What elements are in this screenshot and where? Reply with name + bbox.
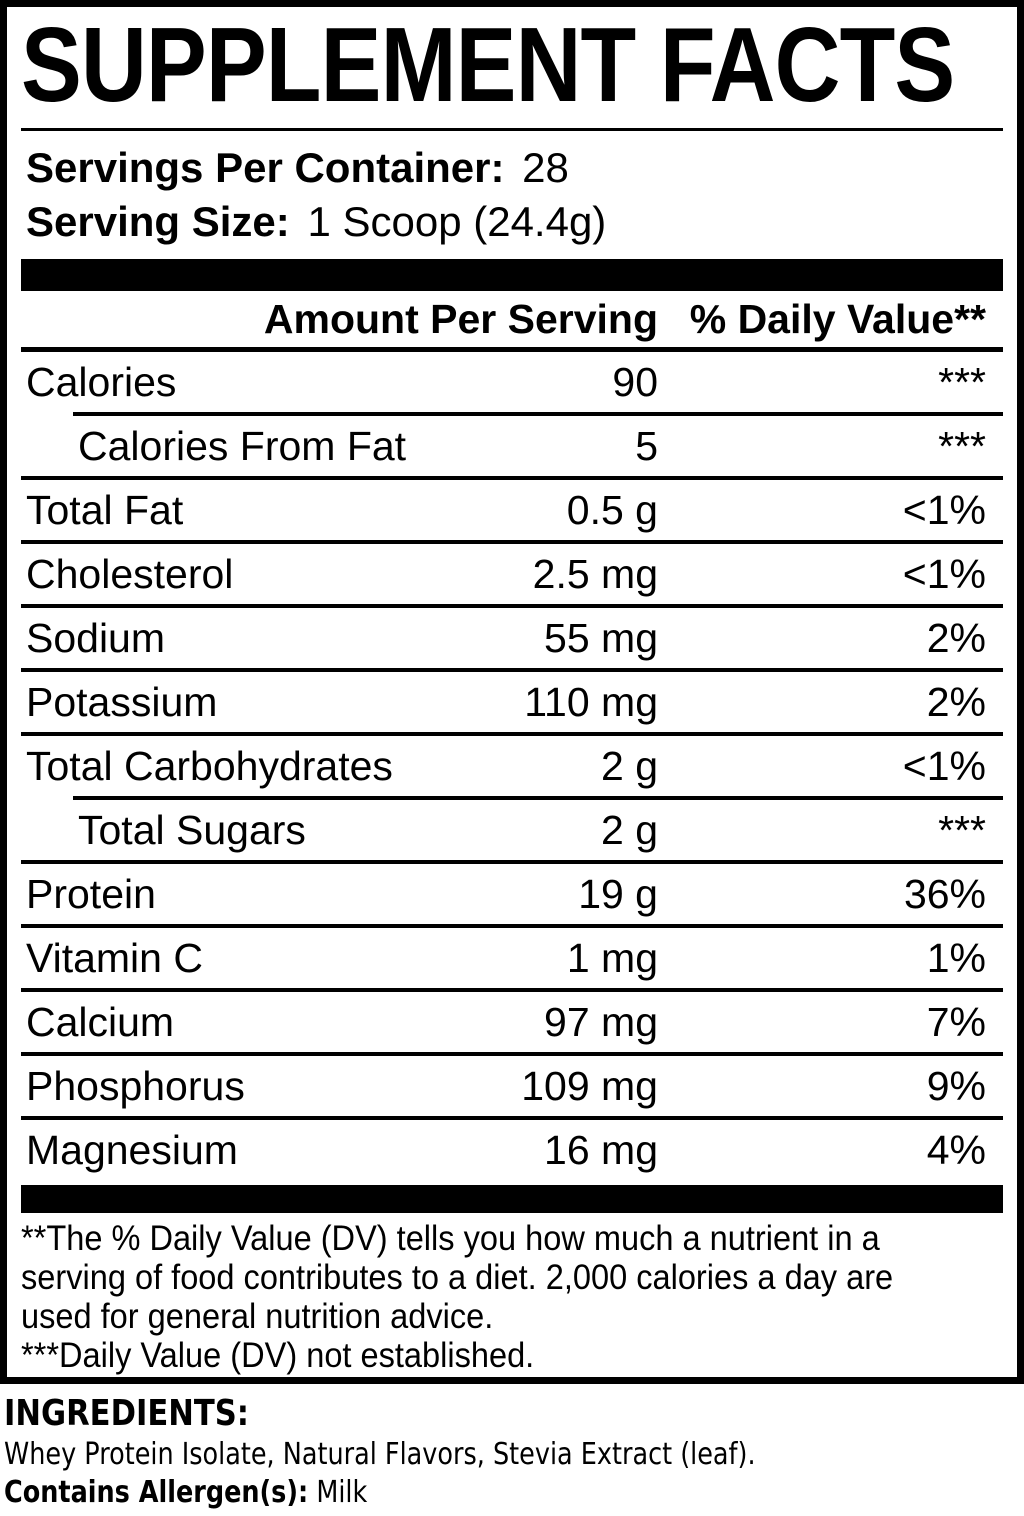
divider — [21, 732, 1003, 736]
divider — [21, 860, 1003, 864]
row-daily-value: *** — [938, 806, 986, 853]
row-label: Cholesterol — [26, 550, 234, 597]
row-label: Vitamin C — [26, 934, 203, 981]
table-row: Calcium 97 mg 7% — [21, 992, 1003, 1052]
divider — [73, 796, 1003, 800]
servings-per-container-line: Servings Per Container: 28 — [21, 143, 1003, 193]
divider — [21, 668, 1003, 672]
table-row: Cholesterol 2.5 mg <1% — [21, 544, 1003, 604]
allergen-line: Contains Allergen(s): Milk — [4, 1476, 1024, 1510]
row-amount: 5 — [635, 422, 658, 469]
page-title-text: SUPPLEMENT FACTS — [21, 6, 955, 124]
row-daily-value: <1% — [902, 742, 986, 789]
daily-value-footnote-line: **The % Daily Value (DV) tells you how m… — [21, 1219, 880, 1258]
divider — [21, 924, 1003, 928]
serving-size-label: Serving Size: — [26, 198, 290, 245]
ingredients-heading-text: INGREDIENTS: — [4, 1393, 250, 1434]
row-daily-value: 9% — [926, 1062, 986, 1109]
divider — [21, 476, 1003, 480]
row-label: Total Sugars — [78, 806, 306, 853]
separator-bar-top — [21, 259, 1003, 291]
row-label: Total Carbohydrates — [26, 742, 393, 789]
row-label: Potassium — [26, 678, 218, 725]
row-label: Magnesium — [26, 1126, 238, 1173]
row-amount: 109 mg — [521, 1062, 658, 1109]
row-label: Calories — [26, 358, 177, 405]
ingredients-heading: INGREDIENTS: — [4, 1396, 1024, 1432]
row-label: Calcium — [26, 998, 175, 1045]
separator-bar-bottom — [21, 1185, 1003, 1213]
row-daily-value: 2% — [926, 678, 986, 725]
table-header-row: Amount Per Serving % Daily Value** — [21, 291, 1003, 347]
row-amount: 110 mg — [524, 678, 658, 725]
divider — [21, 540, 1003, 544]
amount-per-serving-header: Amount Per Serving — [263, 295, 658, 342]
footnotes: **The % Daily Value (DV) tells you how m… — [21, 1219, 934, 1375]
row-amount: 2.5 mg — [532, 550, 658, 597]
divider — [21, 988, 1003, 992]
row-amount: 97 mg — [544, 998, 658, 1045]
row-daily-value: 1% — [926, 934, 986, 981]
facts-panel: SUPPLEMENT FACTS Servings Per Container:… — [0, 0, 1024, 1384]
daily-value-footnote-line: used for general nutrition advice. — [21, 1297, 494, 1336]
row-daily-value: 2% — [926, 614, 986, 661]
servings-per-container-value: 28 — [522, 144, 569, 191]
divider — [21, 604, 1003, 608]
table-row: Calories 90 *** — [21, 352, 1003, 412]
row-amount: 1 mg — [566, 934, 658, 981]
row-daily-value: *** — [938, 422, 986, 469]
table-row: Phosphorus 109 mg 9% — [21, 1056, 1003, 1116]
divider — [73, 412, 1003, 416]
row-daily-value: 36% — [903, 870, 986, 917]
page-title: SUPPLEMENT FACTS — [21, 6, 1003, 124]
not-established-footnote: ***Daily Value (DV) not established. — [21, 1336, 535, 1375]
serving-size-value: 1 Scoop (24.4g) — [307, 198, 607, 245]
row-label: Sodium — [26, 614, 166, 661]
row-amount: 90 — [612, 358, 658, 405]
servings-per-container-label: Servings Per Container: — [26, 144, 505, 191]
row-label: Calories From Fat — [78, 422, 407, 469]
row-amount: 2 g — [601, 742, 658, 789]
row-daily-value: 4% — [926, 1126, 986, 1173]
ingredients-section: INGREDIENTS: Whey Protein Isolate, Natur… — [4, 1396, 1024, 1510]
serving-size-line: Serving Size: 1 Scoop (24.4g) — [21, 197, 1003, 247]
row-daily-value: *** — [938, 358, 986, 405]
allergen-value: Milk — [316, 1475, 368, 1510]
table-row: Vitamin C 1 mg 1% — [21, 928, 1003, 988]
row-amount: 2 g — [601, 806, 658, 853]
daily-value-header: % Daily Value** — [689, 295, 986, 342]
table-row: Protein 19 g 36% — [21, 864, 1003, 924]
row-label: Total Fat — [26, 486, 184, 533]
table-row: Total Carbohydrates 2 g <1% — [21, 736, 1003, 796]
row-daily-value: <1% — [902, 486, 986, 533]
row-amount: 0.5 g — [566, 486, 658, 533]
divider — [21, 1052, 1003, 1056]
row-amount: 55 mg — [544, 614, 658, 661]
table-row: Magnesium 16 mg 4% — [21, 1120, 1003, 1180]
table-row: Potassium 110 mg 2% — [21, 672, 1003, 732]
table-row: Total Sugars 2 g *** — [21, 800, 1003, 860]
title-rule — [21, 128, 1003, 131]
row-daily-value: <1% — [902, 550, 986, 597]
row-daily-value: 7% — [926, 998, 986, 1045]
divider — [21, 347, 1003, 352]
ingredients-list: Whey Protein Isolate, Natural Flavors, S… — [4, 1438, 1024, 1472]
allergen-label: Contains Allergen(s): — [4, 1475, 309, 1510]
daily-value-footnote-line: serving of food contributes to a diet. 2… — [21, 1258, 894, 1297]
table-row: Total Fat 0.5 g <1% — [21, 480, 1003, 540]
row-amount: 19 g — [578, 870, 658, 917]
table-row: Sodium 55 mg 2% — [21, 608, 1003, 668]
row-label: Protein — [26, 870, 156, 917]
table-row: Calories From Fat 5 *** — [21, 416, 1003, 476]
ingredients-list-text: Whey Protein Isolate, Natural Flavors, S… — [4, 1437, 756, 1472]
row-amount: 16 mg — [544, 1126, 658, 1173]
divider — [21, 1116, 1003, 1120]
row-label: Phosphorus — [26, 1062, 245, 1109]
